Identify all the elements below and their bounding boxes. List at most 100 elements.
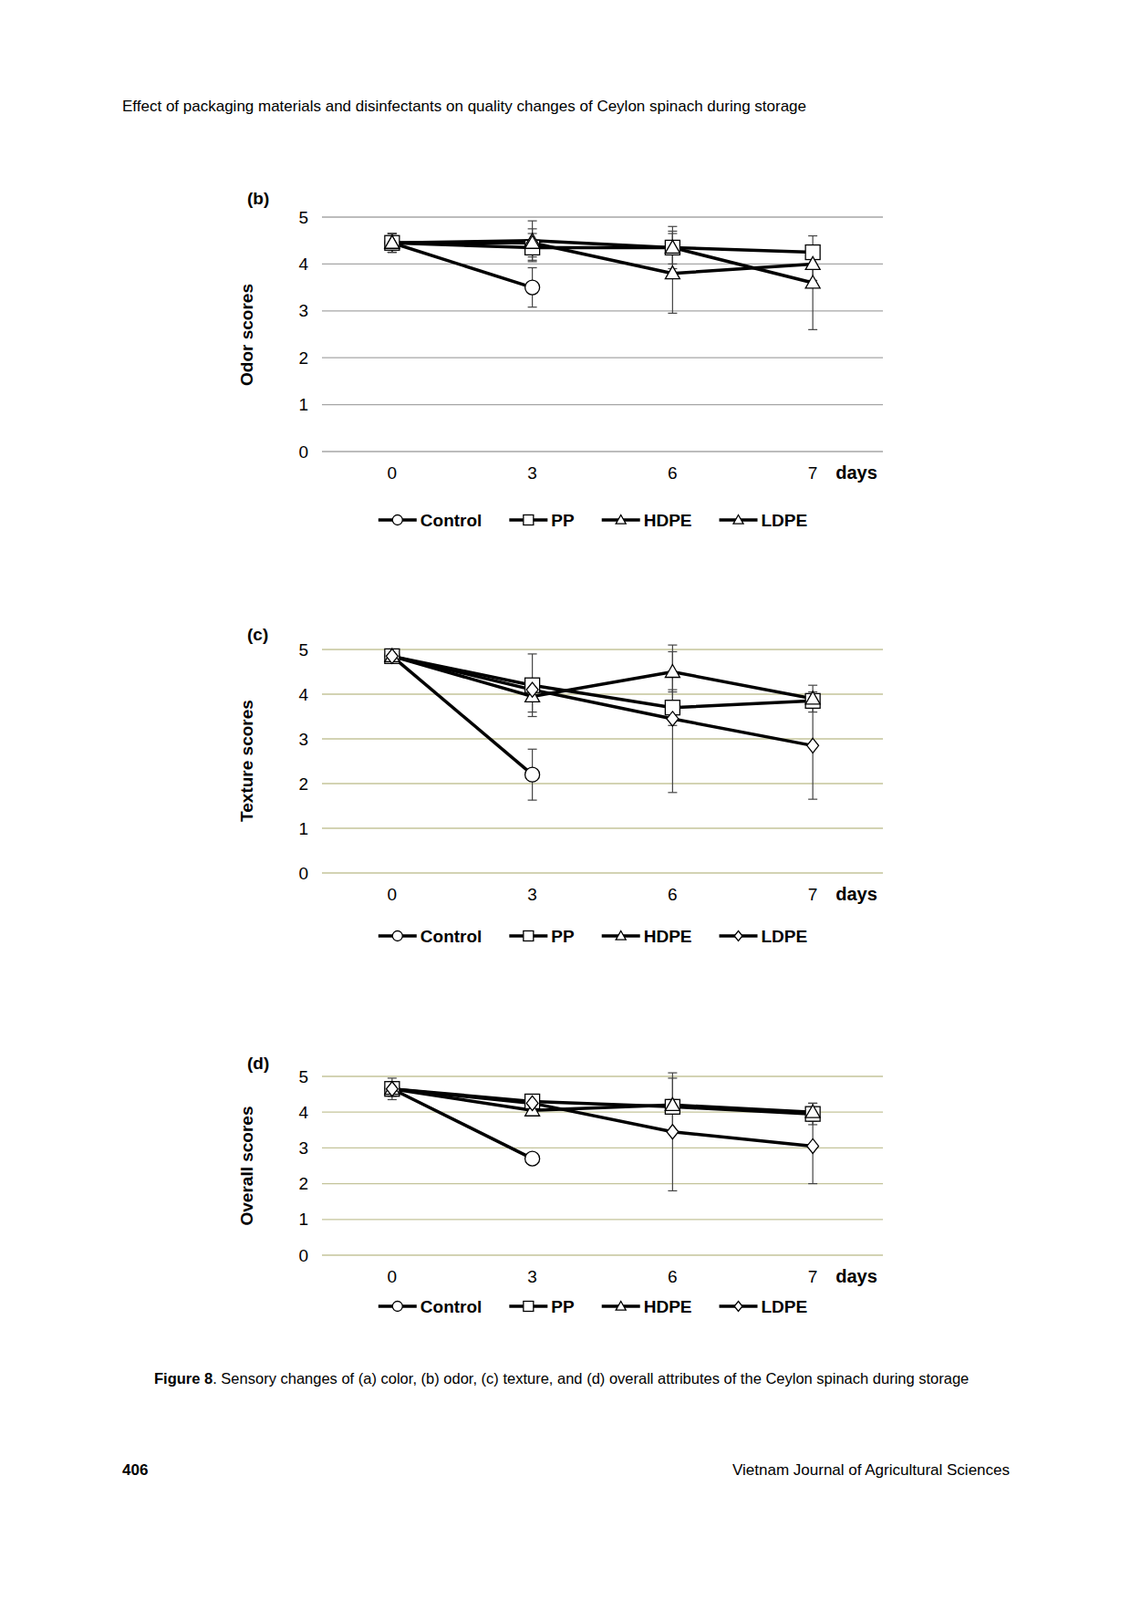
data-point xyxy=(805,275,820,289)
grid-line xyxy=(321,827,883,829)
legend-label: PP xyxy=(550,510,575,530)
x-tick-label: 7 xyxy=(808,884,819,904)
caption-text: . Sensory changes of (a) color, (b) odor… xyxy=(212,1369,969,1387)
legend-marker xyxy=(392,931,403,942)
error-cap xyxy=(808,329,818,331)
data-point xyxy=(526,682,539,697)
x-tick-label: 0 xyxy=(387,1266,398,1287)
data-point xyxy=(525,1151,540,1166)
chart: (b)Odor scores0123450367daysControlPPHDP… xyxy=(237,188,883,530)
legend-marker xyxy=(392,1301,403,1312)
error-cap xyxy=(667,1071,677,1073)
legend-marker xyxy=(615,515,626,525)
data-point xyxy=(385,1081,398,1097)
error-cap xyxy=(528,256,538,258)
y-axis-label: Overall scores xyxy=(237,1106,257,1226)
x-tick-label: 7 xyxy=(808,1266,819,1287)
legend: ControlPPHDPELDPE xyxy=(378,926,808,946)
error-cap xyxy=(387,232,397,234)
y-tick-label: 5 xyxy=(298,640,309,660)
plot-area xyxy=(384,644,820,800)
grid-line xyxy=(321,1182,883,1184)
y-tick-label: 0 xyxy=(298,1245,309,1266)
chart-title: (d) xyxy=(247,1053,270,1073)
data-point xyxy=(384,235,400,250)
legend-label: LDPE xyxy=(761,1297,809,1317)
x-axis-label: days xyxy=(835,1265,878,1287)
legend: ControlPPHDPELDPE xyxy=(378,510,808,530)
x-axis-label: days xyxy=(835,462,878,483)
data-point xyxy=(664,1097,680,1111)
error-cap xyxy=(667,312,677,314)
error-cap xyxy=(667,643,677,645)
grid-line xyxy=(321,216,883,218)
error-cap xyxy=(528,260,538,262)
legend-item: Control xyxy=(378,1297,483,1317)
data-point xyxy=(384,1081,400,1097)
error-cap xyxy=(528,267,538,269)
x-tick-label: 7 xyxy=(808,463,819,483)
grid-line xyxy=(321,1218,883,1220)
y-tick-label: 3 xyxy=(298,300,309,321)
series-line xyxy=(392,242,533,288)
error-cap xyxy=(528,259,538,261)
error-cap xyxy=(808,1182,818,1184)
error-cap xyxy=(528,715,538,717)
data-point xyxy=(384,648,400,664)
chart: (c)Texture scores0123450367daysControlPP… xyxy=(237,624,883,946)
error-cap xyxy=(387,251,397,253)
data-point xyxy=(384,648,400,664)
legend-item: HDPE xyxy=(601,510,693,530)
legend-marker xyxy=(523,1301,534,1312)
data-point xyxy=(807,1138,820,1153)
x-tick-label: 6 xyxy=(667,1266,678,1287)
legend-item: PP xyxy=(508,1297,575,1317)
legend-label: HDPE xyxy=(643,926,693,946)
x-axis-label: days xyxy=(835,883,878,904)
data-point xyxy=(666,1124,679,1140)
legend-marker xyxy=(733,515,744,525)
legend-label: Control xyxy=(420,1297,483,1317)
legend-label: HDPE xyxy=(643,1297,693,1317)
error-cap xyxy=(387,1077,397,1079)
y-axis-label: Odor scores xyxy=(237,283,257,386)
error-cap xyxy=(528,306,538,308)
grid-line xyxy=(321,1075,883,1077)
journal-name: Vietnam Journal of Agricultural Sciences xyxy=(732,1461,1010,1479)
legend-marker xyxy=(734,931,743,942)
data-point xyxy=(807,737,820,753)
y-tick-label: 5 xyxy=(298,1067,309,1087)
grid-line xyxy=(321,1254,883,1256)
grid-line xyxy=(321,310,883,312)
series-line xyxy=(392,655,813,699)
page-number: 406 xyxy=(122,1461,148,1479)
data-point xyxy=(664,266,680,280)
legend-label: Control xyxy=(420,510,483,530)
y-tick-label: 1 xyxy=(298,819,309,839)
caption-label: Figure 8 xyxy=(154,1369,213,1387)
grid-line xyxy=(321,404,883,405)
y-tick-label: 0 xyxy=(298,442,309,462)
y-tick-label: 2 xyxy=(298,1173,309,1194)
legend-marker xyxy=(523,931,534,942)
error-cap xyxy=(528,653,538,654)
data-point xyxy=(384,235,400,249)
grid-line xyxy=(321,450,883,452)
error-cap xyxy=(387,232,397,234)
error-cap xyxy=(528,228,538,229)
legend-label: LDPE xyxy=(761,926,809,946)
x-tick-label: 3 xyxy=(527,1266,538,1287)
y-tick-label: 3 xyxy=(298,1138,309,1158)
grid-line xyxy=(321,648,883,650)
plot-area xyxy=(384,220,820,330)
series-line xyxy=(392,242,813,273)
series-line xyxy=(392,655,813,746)
chart-title: (b) xyxy=(247,188,270,208)
data-point xyxy=(525,767,540,782)
error-cap xyxy=(808,1102,818,1104)
x-tick-label: 6 xyxy=(667,463,678,483)
grid-line xyxy=(321,782,883,784)
legend-label: Control xyxy=(420,926,483,946)
page: Effect of packaging materials and disinf… xyxy=(0,0,1131,1600)
legend-item: HDPE xyxy=(601,926,693,946)
